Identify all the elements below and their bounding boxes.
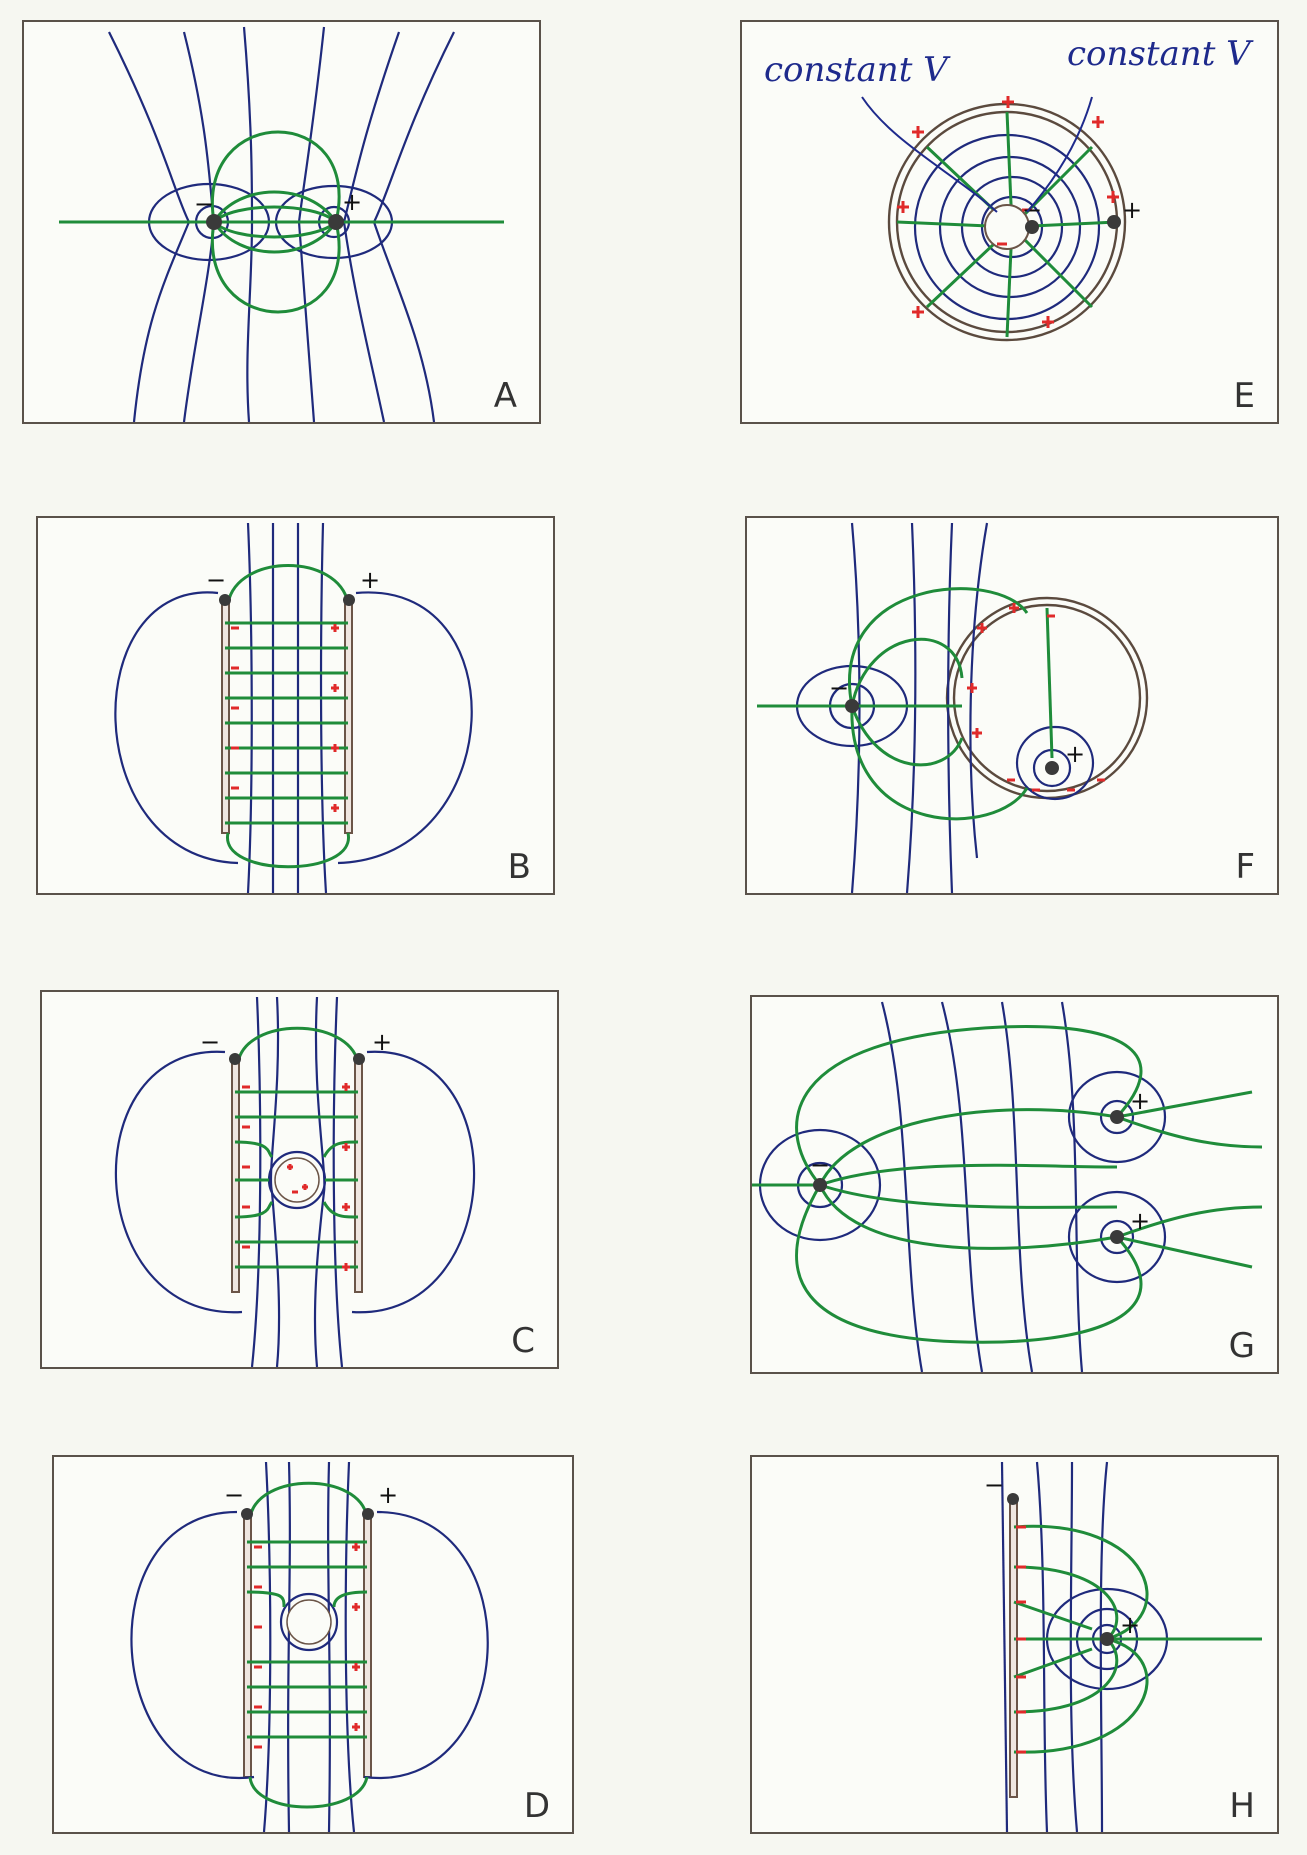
plus-sign: + [378,1481,398,1509]
field-lines [752,1025,1263,1344]
panel-letter: E [1233,376,1255,416]
panel-g-diagram: − + + [752,1001,1263,1372]
positive-electrode [1100,1632,1114,1646]
negative-electrode [241,1508,253,1520]
panel-letter: B [507,847,531,887]
negative-electrode [229,1053,241,1065]
field-lines [246,1481,369,1809]
plus-sign: + [372,1028,392,1056]
panel-d: − + D [52,1455,574,1834]
center-electrode [1025,220,1039,234]
panel-e-diagram: + − [861,96,1142,342]
positive-electrode [1045,761,1059,775]
panel-letter: H [1229,1786,1255,1826]
minus-sign: − [984,1471,1004,1499]
positive-electrode [353,1053,365,1065]
plus-sign: + [342,188,362,216]
minus-sign: − [810,1151,830,1179]
rim-electrode [1107,215,1121,229]
positive-electrode-top [1110,1110,1124,1124]
plate-terminal [1007,1493,1019,1505]
field-lines [234,1026,360,1269]
negative-electrode [219,594,231,606]
equipotential-lines [1000,1461,1169,1832]
negative-electrode [813,1178,827,1192]
right-plate [354,1061,363,1293]
annotation-left: constant V [764,50,948,90]
plus-sign-bottom: + [1130,1207,1150,1235]
panel-h: − + H [750,1455,1279,1834]
induced-charges [897,96,1119,328]
positive-electrode [362,1508,374,1520]
panel-b: − + B [36,516,555,895]
minus-sign: − [194,190,214,218]
panel-f: − + F [745,516,1279,895]
panel-d-diagram: − + [130,1461,489,1832]
annotation-right: constant V [1067,34,1251,74]
equipotential-lines [108,26,455,422]
equipotential-lines [130,1461,489,1832]
induced-charges [231,624,339,812]
equipotential-lines [758,1001,1167,1372]
panel-c: − + C [40,990,559,1369]
panel-letter: F [1235,847,1255,887]
panel-letter: C [511,1321,535,1361]
panel-a: − + A [22,20,541,424]
field-lines [225,564,350,869]
plus-sign: + [1120,1611,1140,1639]
minus-sign: − [206,566,226,594]
panel-letter: D [523,1786,550,1826]
induced-charges [967,603,1105,792]
induced-charges [254,1543,360,1749]
equipotential-lines [795,522,1095,893]
minus-sign: − [224,1481,244,1509]
panel-letter: G [1228,1326,1255,1366]
induced-charges [242,1083,350,1271]
panel-letter: A [493,376,517,416]
minus-sign: − [829,674,849,702]
field-lines [1013,1524,1262,1754]
equipotential-lines [114,996,476,1367]
panel-a-diagram: − + [59,26,504,422]
plus-sign: + [1065,740,1085,768]
field-lines [757,587,1054,821]
minus-sign: − [1022,196,1042,224]
plus-sign-top: + [1130,1087,1150,1115]
equipotential-lines [114,522,473,893]
left-plate [231,1061,240,1293]
negative-electrode [845,699,859,713]
induced-charges [1016,1525,1026,1754]
positive-electrode [328,214,344,230]
minus-sign: − [200,1028,220,1056]
panel-c-diagram: − + [114,996,476,1367]
panel-e: + − constant V constant V E [740,20,1279,424]
positive-electrode-bottom [1110,1230,1124,1244]
panel-b-diagram: − + [114,522,473,893]
panel-f-diagram: − + [757,522,1149,893]
plus-sign: + [360,566,380,594]
panel-h-diagram: − + [984,1461,1262,1832]
plus-sign: + [1122,196,1142,224]
field-lines [59,130,504,314]
negative-electrode [206,214,222,230]
positive-electrode [343,594,355,606]
panel-g: − + + G [750,995,1279,1374]
